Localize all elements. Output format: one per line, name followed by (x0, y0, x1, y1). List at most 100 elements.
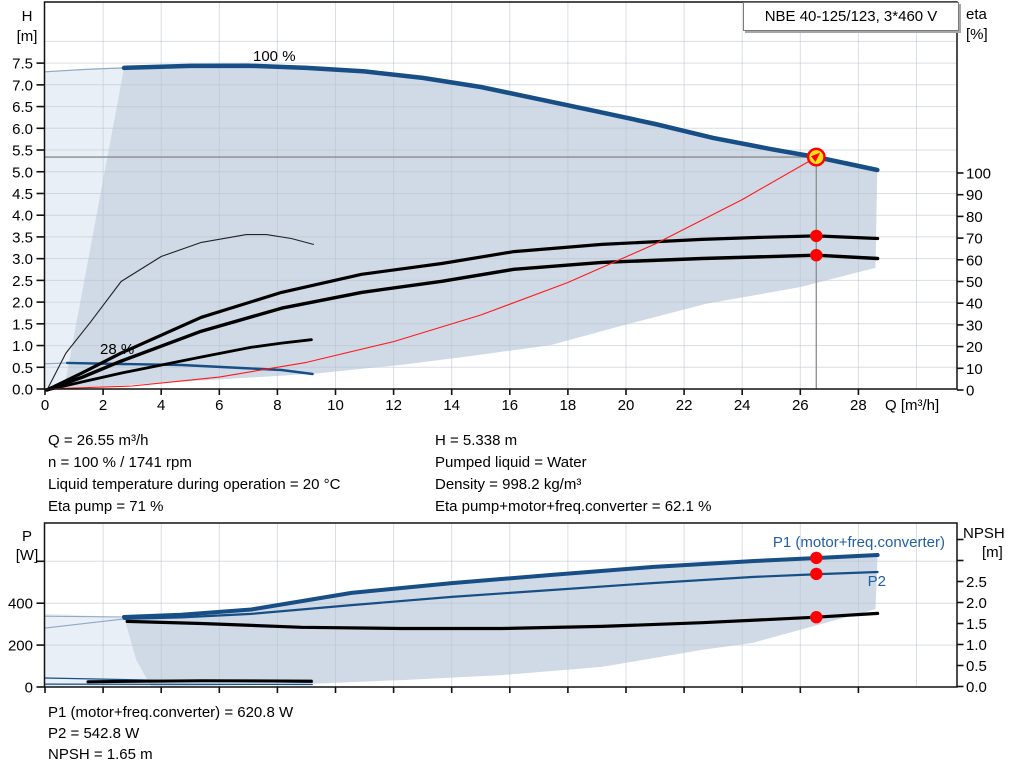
svg-text:14: 14 (443, 397, 460, 414)
svg-text:3.0: 3.0 (12, 251, 33, 268)
svg-text:0: 0 (966, 383, 974, 400)
axis-caption: Q [m³/h] (885, 397, 939, 414)
svg-text:0: 0 (41, 397, 49, 414)
curve-label: 28 % (100, 341, 134, 358)
svg-text:8: 8 (273, 397, 281, 414)
power-npsh-chart: 0 200 400 0.0 0.5 1.0 1.5 2.0 2.5 P [W] NPSH [m] P1 (… (8, 522, 1005, 694)
curve-label: P2 (868, 573, 886, 590)
info-line: Q = 26.55 m³/h (48, 432, 149, 449)
qh-100-extension (44, 67, 125, 73)
eta-total-100pct (45, 253, 880, 392)
power-info-block: P1 (motor+freq.converter) = 620.8 W P2 = … (48, 702, 293, 765)
svg-text:0.0: 0.0 (966, 679, 987, 693)
svg-text:3.5: 3.5 (12, 229, 33, 246)
duty-arrow-icon (811, 152, 821, 162)
svg-text:80: 80 (966, 209, 983, 226)
duty-value-dot (810, 229, 823, 243)
duty-value-dot (810, 567, 823, 581)
duty-info-right: H = 5.338 m Pumped liquid = Water Density … (435, 430, 711, 518)
svg-text:20: 20 (618, 397, 635, 414)
svg-text:20: 20 (966, 339, 983, 356)
axis-caption: H (22, 8, 33, 25)
svg-text:400: 400 (8, 596, 33, 613)
power-npsh-chart-grid (44, 523, 957, 687)
qh-eta-chart: 0.0 0.5 1.0 1.5 2.0 2.5 3.0 3.5 4.0 4.5 5.0 5.5 6.0 6… (12, 1, 991, 414)
svg-text:28: 28 (850, 397, 867, 414)
eta-pump-28pct (46, 234, 314, 391)
svg-text:26: 26 (792, 397, 809, 414)
svg-text:0.5: 0.5 (966, 658, 987, 675)
axis-caption: eta (966, 6, 988, 23)
svg-text:4.5: 4.5 (12, 186, 33, 203)
eta-pump-100pct (45, 234, 880, 392)
info-line: n = 100 % / 1741 rpm (48, 454, 192, 471)
curve-label: P1 (motor+freq.converter) (773, 534, 945, 551)
svg-text:10: 10 (966, 361, 983, 378)
duty-point-marker (806, 147, 826, 167)
svg-text:24: 24 (734, 397, 751, 414)
svg-text:2.5: 2.5 (966, 574, 987, 591)
info-line: P2 = 542.8 W (48, 725, 140, 742)
qh-eta-chart-ticks: 0.0 0.5 1.0 1.5 2.0 2.5 3.0 3.5 4.0 4.5 5.0 5.5 6.0 6… (12, 56, 991, 414)
p2-extension (44, 618, 125, 629)
duty-point-crosshair (44, 156, 817, 389)
qh-eta-chart-labels: H [m] eta [%] Q [m³/h] 100 % 28 % (17, 6, 988, 414)
duty-value-dot (810, 249, 823, 262)
p1-curve (122, 553, 880, 619)
pump-title: NBE 40-125/123, 3*460 V (764, 8, 938, 25)
info-line: Liquid temperature during operation = 20… (48, 476, 341, 493)
svg-text:6.0: 6.0 (12, 121, 33, 138)
svg-text:2: 2 (99, 397, 107, 414)
svg-text:0: 0 (25, 680, 33, 694)
curve-label: 100 % (253, 48, 296, 65)
svg-text:10: 10 (327, 397, 344, 414)
p2-curve (122, 570, 879, 620)
axis-caption: NPSH (963, 525, 1005, 542)
eta-total-28pct (45, 338, 313, 392)
info-line: P1 (motor+freq.converter) = 620.8 W (48, 704, 294, 721)
svg-text:2.0: 2.0 (12, 295, 33, 312)
axis-caption: P (22, 528, 32, 545)
info-line: H = 5.338 m (435, 432, 518, 449)
npsh-curve (125, 611, 880, 631)
svg-text:1.5: 1.5 (966, 616, 987, 633)
svg-text:7.5: 7.5 (12, 56, 33, 73)
axis-caption: [m] (17, 28, 38, 45)
svg-text:4.0: 4.0 (12, 208, 33, 225)
info-line: Eta pump+motor+freq.converter = 62.1 % (435, 498, 712, 515)
axis-caption: [m] (982, 544, 1003, 561)
svg-text:12: 12 (385, 397, 402, 414)
info-line: Eta pump = 71 % (48, 498, 164, 515)
svg-text:40: 40 (966, 296, 983, 313)
qh-28-extension (44, 362, 68, 365)
svg-text:30: 30 (966, 317, 983, 334)
svg-text:0.5: 0.5 (12, 360, 33, 377)
svg-text:0.0: 0.0 (12, 382, 33, 399)
svg-text:6.5: 6.5 (12, 99, 33, 116)
svg-text:60: 60 (966, 252, 983, 269)
svg-text:1.0: 1.0 (12, 338, 33, 355)
svg-text:22: 22 (676, 397, 693, 414)
info-line: Density = 998.2 kg/m³ (435, 476, 582, 493)
svg-text:5.0: 5.0 (12, 164, 33, 181)
svg-text:2.5: 2.5 (12, 273, 33, 290)
p28-black (86, 679, 313, 684)
envelope-light (45, 67, 124, 390)
svg-text:5.5: 5.5 (12, 143, 33, 160)
power-npsh-chart-ticks: 0 200 400 0.0 0.5 1.0 1.5 2.0 2.5 (8, 538, 987, 694)
qh-curve-100pct (121, 63, 880, 173)
info-line: NPSH = 1.65 m (48, 746, 153, 763)
info-line: Pumped liquid = Water (435, 454, 587, 471)
svg-text:1.5: 1.5 (12, 316, 33, 333)
svg-text:4: 4 (157, 397, 165, 414)
duty-value-dot (810, 611, 823, 624)
svg-text:90: 90 (966, 187, 983, 204)
svg-text:6: 6 (215, 397, 223, 414)
power-envelope-light (45, 613, 152, 687)
power-npsh-chart-labels: P [W] NPSH [m] P1 (motor+freq.converter) P2 (16, 525, 1005, 590)
svg-text:7.0: 7.0 (12, 77, 33, 94)
svg-text:18: 18 (560, 397, 577, 414)
envelope-main (64, 65, 878, 389)
axis-caption: [%] (966, 26, 988, 43)
